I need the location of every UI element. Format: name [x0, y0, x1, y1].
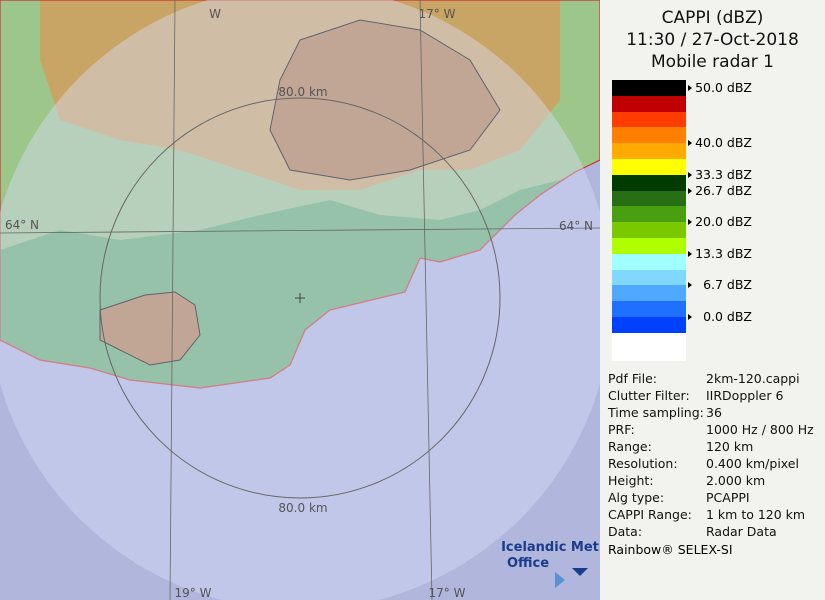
- colorbar-swatch: [612, 143, 686, 160]
- footer: Rainbow® SELEX-SI: [608, 542, 733, 557]
- colorbar-swatch: [612, 269, 686, 286]
- map-label: W: [209, 7, 221, 21]
- info-value: 1 km to 120 km: [706, 507, 806, 522]
- colorbar-swatch: [612, 238, 686, 255]
- info-row: Pdf File: 2km-120.cappi: [608, 371, 800, 386]
- map-label: 80.0 km: [278, 501, 327, 515]
- colorbar-swatch: [612, 80, 686, 97]
- colorbar-label: 13.3 dBZ: [695, 245, 752, 261]
- tick-mark: [688, 171, 692, 178]
- map-label: 80.0 km: [278, 85, 327, 99]
- map-label: Office: [507, 556, 549, 571]
- map-label: Icelandic Met: [501, 540, 599, 555]
- colorbar-swatch: [612, 206, 686, 223]
- tick-mark: [688, 250, 692, 257]
- title-line: 11:30 / 27-Oct-2018: [626, 30, 799, 50]
- info-row: Resolution: 0.400 km/pixel: [608, 456, 799, 471]
- info-row: Range: 120 km: [608, 439, 754, 454]
- tick-mark: [688, 314, 692, 320]
- colorbar-label: 6.7 dBZ: [703, 277, 752, 293]
- info-row: Height: 2.000 km: [608, 473, 766, 488]
- tick-mark: [688, 140, 692, 147]
- info-value: PCAPPI: [706, 490, 750, 505]
- tick-mark: [688, 282, 692, 289]
- info-row: Alg type: PCAPPI: [608, 490, 750, 505]
- colorbar-swatch: [612, 190, 686, 207]
- map-label: 17° W: [419, 7, 456, 21]
- colorbar-swatch: [612, 111, 686, 128]
- info-row: Data: Radar Data: [608, 524, 777, 539]
- colorbar-swatch: [612, 159, 686, 176]
- colorbar-label: 26.7 dBZ: [695, 182, 752, 198]
- info-row: Time sampling: 36: [608, 405, 722, 420]
- info-value: 36: [706, 405, 722, 420]
- colorbar-swatch: [612, 127, 686, 144]
- title-line: Mobile radar 1: [651, 52, 774, 72]
- map-label: 19° W: [175, 586, 212, 600]
- info-value: 2.000 km: [706, 473, 766, 488]
- map-label: 17° W: [429, 586, 466, 600]
- colorbar-swatch: [612, 317, 686, 334]
- colorbar-swatch: [612, 285, 686, 302]
- map-label: 64° N: [5, 218, 39, 232]
- colorbar-swatch: [612, 174, 686, 192]
- info-value: 1000 Hz / 800 Hz: [706, 422, 814, 437]
- legend-panel: CAPPI (dBZ) 11:30 / 27-Oct-2018 Mobile rad…: [600, 0, 825, 600]
- tick-mark: [688, 219, 692, 226]
- tick-mark: [688, 187, 692, 194]
- info-row: CAPPI Range: 1 km to 120 km: [608, 507, 806, 522]
- tick-mark: [688, 84, 692, 91]
- colorbar-label: 20.0 dBZ: [695, 214, 752, 230]
- colorbar-label: 40.0 dBZ: [695, 135, 752, 151]
- colorbar-swatch: [612, 301, 686, 318]
- info-value: Radar Data: [706, 524, 777, 539]
- colorbar-label: 0.0 dBZ: [703, 309, 752, 324]
- info-row: PRF: 1000 Hz / 800 Hz: [608, 422, 814, 437]
- radar-map: 80.0 km 80.0 km W 17° W 64° N 64° N 19° W 17° W…: [0, 0, 600, 600]
- info-value: IIRDoppler 6: [706, 388, 784, 403]
- map-label: 64° N: [559, 219, 593, 233]
- info-value: 2km-120.cappi: [706, 371, 800, 386]
- colorbar-label: 50.0 dBZ: [695, 79, 752, 95]
- colorbar-label: 33.3 dBZ: [695, 166, 752, 182]
- title-line: CAPPI (dBZ): [661, 8, 764, 28]
- info-value: 0.400 km/pixel: [706, 456, 799, 471]
- info-value: 120 km: [706, 439, 754, 454]
- colorbar-swatch: [612, 222, 686, 239]
- colorbar-swatch: [612, 95, 686, 113]
- info-row: Clutter Filter: IIRDoppler 6: [608, 388, 784, 403]
- colorbar-swatch: [612, 253, 686, 271]
- colorbar-swatch: [612, 332, 686, 361]
